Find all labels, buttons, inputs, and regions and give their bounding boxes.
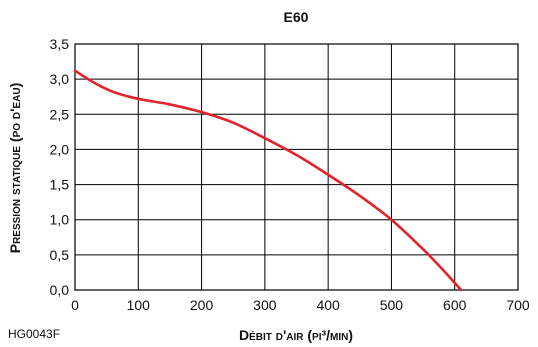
y-tick-label: 1,5 — [50, 177, 70, 193]
y-axis-label: Pression statique (po d'eau) — [7, 83, 23, 254]
x-tick-label: 100 — [127, 297, 151, 313]
y-tick-label: 3,5 — [50, 36, 70, 52]
y-tick-label: 1,0 — [50, 212, 70, 228]
x-tick-label: 200 — [190, 297, 214, 313]
series-line — [73, 69, 463, 292]
y-tick-label: 0,5 — [50, 247, 70, 263]
x-tick-label: 400 — [316, 297, 340, 313]
x-tick-label: 300 — [253, 297, 277, 313]
plot-area — [73, 69, 463, 292]
grid-lines — [74, 43, 519, 291]
figure-code: HG0043F — [8, 327, 60, 341]
y-tick-label: 0,0 — [50, 282, 70, 298]
x-tick-label: 700 — [506, 297, 530, 313]
y-tick-labels: 0,0 0,5 1,0 1,5 2,0 2,5 3,0 3,5 — [50, 36, 70, 298]
plot-frame — [74, 43, 519, 291]
x-axis-label: Débit d'air (pi³/min) — [239, 327, 353, 343]
x-tick-label: 600 — [443, 297, 467, 313]
chart-title: E60 — [284, 9, 309, 25]
x-tick-labels: 0 100 200 300 400 500 600 700 — [71, 297, 530, 313]
x-tick-label: 500 — [380, 297, 404, 313]
y-tick-label: 3,0 — [50, 71, 70, 87]
y-tick-label: 2,5 — [50, 106, 70, 122]
x-tick-label: 0 — [71, 297, 79, 313]
y-tick-label: 2,0 — [50, 141, 70, 157]
